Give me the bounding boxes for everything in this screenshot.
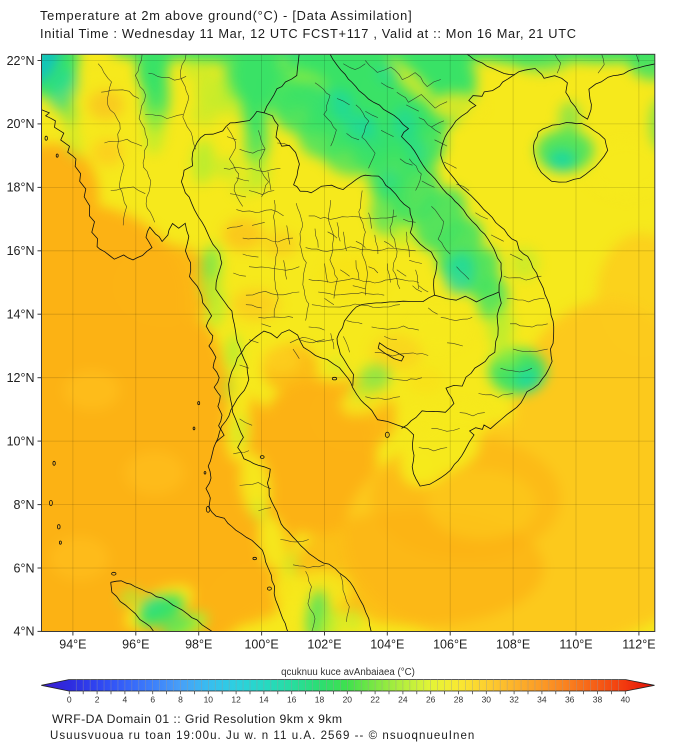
svg-text:100°E: 100°E — [244, 638, 278, 652]
svg-text:12°N: 12°N — [7, 371, 35, 385]
svg-text:28: 28 — [454, 695, 464, 705]
svg-text:36: 36 — [565, 695, 575, 705]
svg-text:0: 0 — [67, 695, 72, 705]
svg-text:108°E: 108°E — [496, 638, 530, 652]
svg-text:WRF-DA Domain 01 :: Grid Resol: WRF-DA Domain 01 :: Grid Resolution 9km … — [52, 712, 342, 726]
svg-text:18°N: 18°N — [7, 181, 35, 195]
svg-text:20°N: 20°N — [7, 117, 35, 131]
svg-text:16°N: 16°N — [7, 244, 35, 258]
svg-text:24: 24 — [398, 695, 408, 705]
svg-text:4: 4 — [123, 695, 128, 705]
svg-text:38: 38 — [593, 695, 603, 705]
svg-text:22°N: 22°N — [7, 54, 35, 68]
svg-text:112°E: 112°E — [622, 638, 655, 652]
svg-text:30: 30 — [482, 695, 492, 705]
svg-text:6°N: 6°N — [14, 561, 35, 575]
svg-text:8: 8 — [178, 695, 183, 705]
svg-text:qcuknuu kuce avAnbaiaea (°C): qcuknuu kuce avAnbaiaea (°C) — [281, 667, 415, 678]
svg-text:110°E: 110°E — [559, 638, 592, 652]
svg-text:Usuusvuoua ru toan 19:00u. Ju: Usuusvuoua ru toan 19:00u. Ju w. n 11 u.… — [50, 730, 475, 742]
svg-text:98°E: 98°E — [185, 638, 212, 652]
svg-text:Initial Time : Wednesday 11 Ma: Initial Time : Wednesday 11 Mar, 12 UTC … — [40, 26, 577, 41]
svg-text:104°E: 104°E — [370, 638, 404, 652]
svg-text:34: 34 — [537, 695, 547, 705]
svg-text:14°N: 14°N — [7, 308, 35, 322]
svg-text:8°N: 8°N — [14, 498, 35, 512]
svg-text:22: 22 — [370, 695, 380, 705]
svg-text:106°E: 106°E — [433, 638, 467, 652]
svg-text:26: 26 — [426, 695, 436, 705]
svg-text:14: 14 — [259, 695, 269, 705]
svg-text:18: 18 — [315, 695, 325, 705]
svg-text:12: 12 — [231, 695, 241, 705]
svg-text:4°N: 4°N — [14, 625, 35, 639]
svg-text:96°E: 96°E — [122, 638, 149, 652]
svg-text:40: 40 — [621, 695, 631, 705]
svg-text:2: 2 — [95, 695, 100, 705]
svg-text:32: 32 — [509, 695, 519, 705]
svg-text:20: 20 — [343, 695, 353, 705]
svg-text:6: 6 — [150, 695, 155, 705]
svg-text:16: 16 — [287, 695, 297, 705]
svg-text:10: 10 — [204, 695, 214, 705]
svg-text:102°E: 102°E — [307, 638, 341, 652]
svg-text:Temperature at 2m above ground: Temperature at 2m above ground(°C) - [Da… — [40, 8, 412, 23]
svg-text:10°N: 10°N — [7, 434, 35, 448]
svg-text:94°E: 94°E — [59, 638, 86, 652]
